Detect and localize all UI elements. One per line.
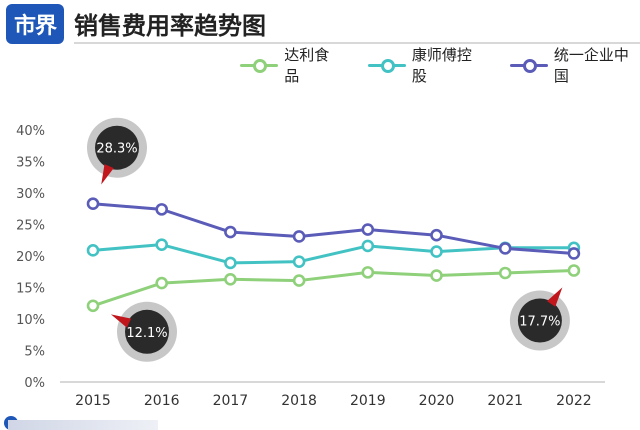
data-point xyxy=(430,245,443,258)
data-point xyxy=(498,242,512,255)
y-tick-label: 5% xyxy=(24,345,45,360)
footer-bar xyxy=(8,420,158,430)
y-tick-label: 15% xyxy=(16,282,45,297)
data-point xyxy=(430,269,443,282)
data-point xyxy=(292,274,306,287)
legend-item-dali: 达利食品 xyxy=(240,44,342,86)
x-tick-label: 2019 xyxy=(350,393,386,409)
data-point xyxy=(86,244,100,257)
callout-pointer xyxy=(110,314,132,328)
callout-core xyxy=(95,125,139,170)
data-point xyxy=(361,239,375,253)
series-line xyxy=(91,202,576,255)
data-point xyxy=(361,223,375,236)
callout-bubble: 12.1% xyxy=(110,301,177,362)
legend-marker-tongyi xyxy=(509,59,548,73)
legend-item-kangshifu: 康师傅控股 xyxy=(367,44,484,86)
data-point xyxy=(86,197,100,211)
callout-label: 28.3% xyxy=(96,142,137,157)
callout-core xyxy=(125,309,169,354)
data-point xyxy=(361,266,375,279)
x-tick-label: 2016 xyxy=(144,393,180,409)
series-line xyxy=(91,268,576,308)
callout-bubble: 17.7% xyxy=(509,287,570,351)
x-tick-label: 2018 xyxy=(281,393,317,409)
data-point xyxy=(224,273,237,286)
page-title: 销售费用率趋势图 xyxy=(74,12,266,40)
y-tick-label: 30% xyxy=(16,187,45,202)
callout-pointer xyxy=(547,287,563,307)
series-line xyxy=(91,243,576,265)
x-tick-label: 2020 xyxy=(419,393,455,409)
y-tick-label: 35% xyxy=(16,156,45,171)
logo: 市界 xyxy=(6,4,64,44)
legend-label-kangshifu: 康师傅控股 xyxy=(411,46,472,85)
data-point xyxy=(86,299,100,313)
data-point xyxy=(224,256,237,270)
data-point xyxy=(567,264,581,277)
data-point xyxy=(155,203,168,216)
data-point xyxy=(292,230,306,243)
data-point xyxy=(292,255,306,268)
legend-marker-kangshifu xyxy=(367,59,406,73)
legend-marker-dali xyxy=(240,59,279,73)
x-tick-label: 2021 xyxy=(487,393,523,409)
callout-label: 12.1% xyxy=(126,326,167,341)
legend-label-tongyi: 统一企业中国 xyxy=(553,46,629,85)
legend: 达利食品 康师傅控股 统一企业中国 xyxy=(240,46,640,85)
x-tick-label: 2022 xyxy=(556,393,592,409)
data-point xyxy=(567,247,581,260)
data-point xyxy=(224,225,237,239)
data-point xyxy=(155,238,168,251)
y-tick-label: 10% xyxy=(16,313,45,328)
title-divider xyxy=(74,42,640,44)
legend-label-dali: 达利食品 xyxy=(284,46,330,85)
legend-item-tongyi: 统一企业中国 xyxy=(509,44,640,86)
callout-label: 17.7% xyxy=(519,314,560,329)
data-point xyxy=(430,228,443,242)
data-point xyxy=(155,276,168,290)
y-tick-label: 20% xyxy=(16,250,45,265)
callout-bubble: 28.3% xyxy=(87,117,147,185)
y-tick-label: 0% xyxy=(24,376,45,391)
callout-pointer xyxy=(101,164,114,185)
y-tick-label: 25% xyxy=(16,219,45,234)
x-tick-label: 2017 xyxy=(213,393,249,409)
data-point xyxy=(498,266,512,280)
callout-core xyxy=(517,298,562,343)
y-tick-label: 40% xyxy=(16,124,45,139)
x-tick-label: 2015 xyxy=(75,393,111,409)
header: 市界 销售费用率趋势图 xyxy=(0,0,640,48)
